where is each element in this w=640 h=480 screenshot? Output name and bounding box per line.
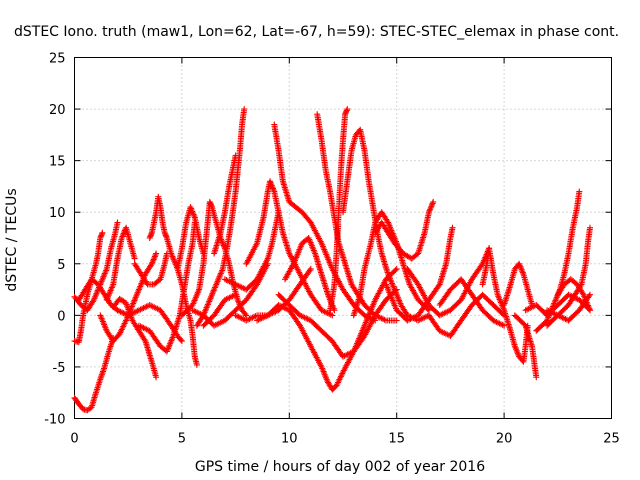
- x-tick-label: 25: [603, 432, 620, 447]
- x-axis-label: GPS time / hours of day 002 of year 2016: [195, 459, 485, 475]
- x-tick-label: 15: [388, 432, 405, 447]
- grid: [74, 57, 612, 419]
- y-tick-label: 20: [49, 103, 66, 118]
- y-tick-label: 25: [49, 52, 66, 67]
- data-points: [71, 106, 593, 414]
- data-arc-11: [174, 204, 207, 272]
- data-arc-14: [193, 106, 248, 329]
- data-arc-22: [275, 286, 400, 360]
- data-arc-26: [340, 126, 432, 324]
- data-arc-34: [501, 260, 535, 308]
- data-arc-10: [135, 219, 198, 355]
- data-arc-16: [221, 209, 282, 293]
- x-tick-label: 20: [496, 432, 513, 447]
- chart-title: dSTEC Iono. truth (maw1, Lon=62, Lat=-67…: [14, 24, 619, 40]
- data-arc-29: [383, 224, 456, 324]
- plot-frame: [74, 57, 612, 419]
- axis-ticks: 0 5 10 15 20 25 -10 -5 0 5 10 15 20 25: [44, 52, 620, 447]
- y-tick-label: -5: [53, 361, 66, 376]
- data-arc-40: [544, 291, 593, 324]
- data-arc-32: [436, 276, 508, 329]
- x-tick-label: 5: [178, 432, 186, 447]
- data-arc-19: [243, 178, 336, 319]
- y-tick-label: 5: [57, 258, 65, 273]
- data-arc-33: [479, 245, 531, 365]
- data-arc-28: [372, 198, 437, 262]
- y-tick-label: 10: [49, 206, 66, 221]
- data-arc-18: [200, 291, 239, 329]
- data-arc-0: [71, 335, 117, 414]
- data-arc-25: [327, 106, 351, 314]
- data-arc-5: [103, 224, 138, 303]
- y-tick-label: 15: [49, 155, 66, 170]
- x-tick-label: 0: [70, 432, 78, 447]
- x-tick-label: 10: [281, 432, 298, 447]
- data-arc-2: [71, 219, 121, 314]
- y-axis-label: dSTEC / TECUs: [4, 188, 20, 291]
- data-arc-15: [211, 152, 239, 257]
- y-tick-label: -10: [44, 413, 65, 428]
- data-arc-7: [131, 250, 170, 288]
- y-tick-label: 0: [57, 309, 65, 324]
- data-arc-35: [511, 312, 540, 381]
